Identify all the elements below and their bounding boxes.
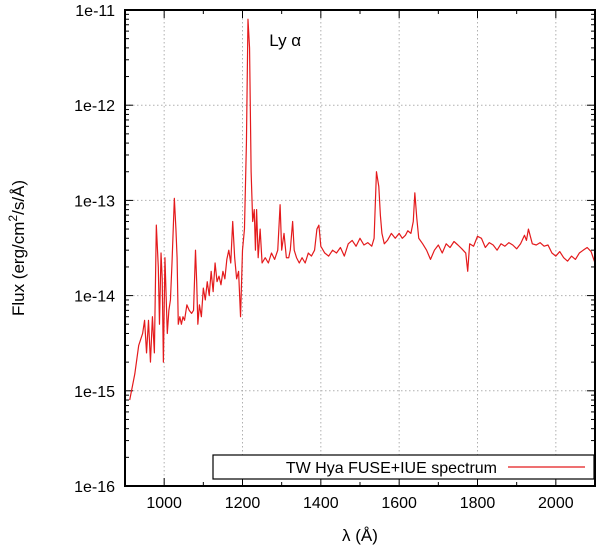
x-tick-label: 1400 [303,495,339,512]
y-tick-label: 1e-15 [74,384,115,401]
x-tick-label: 1800 [460,495,496,512]
y-tick-label: 1e-12 [74,98,115,115]
axis-ticks [124,9,596,487]
x-tick-label: 1600 [381,495,417,512]
grid-lines [125,10,595,486]
y-axis-label-superscript: 2 [6,215,20,222]
x-tick-label: 1000 [146,495,182,512]
y-axis-label-part1: Flux (erg/cm [9,222,28,316]
y-axis-label: Flux (erg/cm2/s/Å) [6,180,28,316]
lyman-alpha-annotation: Ly α [269,31,301,50]
x-tick-label: 1200 [225,495,261,512]
x-tick-label: 2000 [538,495,574,512]
y-tick-label: 1e-16 [74,479,115,496]
y-tick-label: 1e-11 [75,3,115,20]
y-axis-label-part2: /s/Å) [9,180,28,215]
plot-frame [124,9,596,487]
x-axis-label: λ (Å) [342,526,378,545]
y-tick-label: 1e-13 [74,193,115,210]
legend: TW Hya FUSE+IUE spectrum [212,454,595,480]
legend-entry-label: TW Hya FUSE+IUE spectrum [286,460,497,477]
tick-labels: 1000 1200 1400 1600 1800 2000 1e-16 1e-15 1e-14 1… [74,3,574,512]
series-group [129,18,596,401]
y-tick-label: 1e-14 [74,289,115,306]
spectrum-line [129,18,596,401]
